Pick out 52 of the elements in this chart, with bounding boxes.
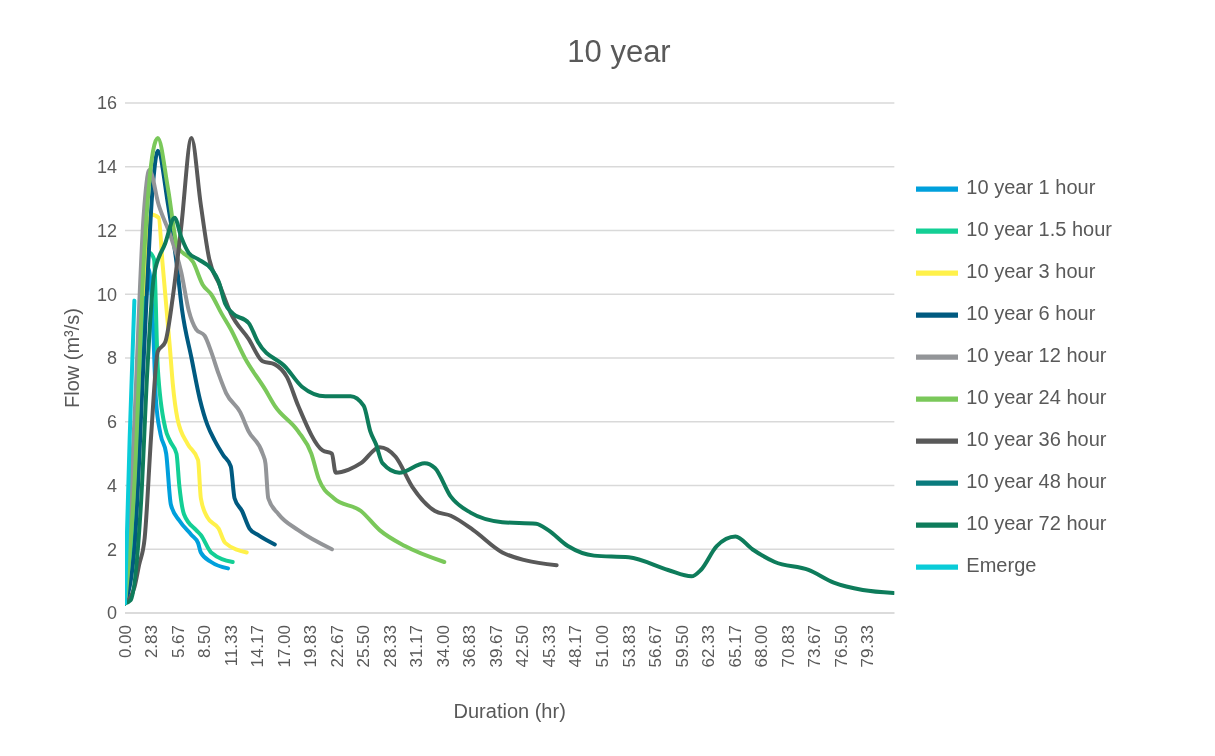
legend-label: 10 year 3 hour: [966, 260, 1096, 283]
legend-label: 10 year 1 hour: [966, 176, 1096, 199]
x-tick-label: 17.00: [274, 625, 294, 668]
x-tick-label: 11.33: [221, 625, 241, 667]
x-tick-label: 5.67: [168, 625, 188, 659]
x-tick-label: 2.83: [142, 625, 162, 659]
x-tick-label: 79.33: [858, 625, 878, 668]
y-tick-label: 8: [106, 348, 117, 369]
x-tick-label: 8.50: [195, 625, 215, 659]
x-tick-label: 34.00: [433, 625, 453, 668]
chart-title: 10 year: [566, 34, 672, 70]
y-tick-label: 0: [106, 603, 117, 624]
legend-label: 10 year 12 hour: [966, 344, 1107, 367]
x-tick-label: 14.17: [248, 625, 268, 668]
x-axis-title: Duration (hr): [453, 700, 566, 722]
y-tick-label: 14: [96, 157, 117, 178]
x-tick-label: 76.50: [831, 625, 851, 668]
x-tick-label: 53.83: [619, 625, 639, 668]
x-tick-label: 19.83: [301, 625, 321, 668]
y-tick-label: 6: [106, 412, 117, 433]
legend-label: 10 year 48 hour: [966, 470, 1107, 493]
x-tick-label: 62.33: [699, 625, 719, 668]
x-tick-label: 22.67: [327, 625, 347, 668]
y-tick-label: 12: [96, 220, 117, 241]
legend-label: 10 year 24 hour: [966, 386, 1107, 409]
legend-label: 10 year 36 hour: [966, 428, 1107, 451]
y-axis-title: Flow (m³/s): [61, 308, 84, 408]
x-tick-label: 56.67: [646, 625, 666, 668]
legend-label: 10 year 1.5 hour: [966, 218, 1112, 241]
y-tick-label: 10: [96, 284, 117, 305]
x-tick-label: 31.17: [407, 625, 427, 668]
x-tick-label: 51.00: [593, 625, 612, 668]
x-tick-label: 28.33: [380, 625, 400, 668]
x-tick-label: 65.17: [725, 625, 745, 668]
legend-label: 10 year 72 hour: [966, 512, 1107, 535]
x-tick-label: 0.00: [115, 625, 135, 659]
x-tick-label: 48.17: [566, 625, 586, 668]
x-tick-label: 68.00: [752, 625, 772, 668]
x-tick-label: 70.83: [778, 625, 798, 668]
x-tick-label: 36.83: [460, 625, 480, 668]
x-tick-label: 45.33: [539, 625, 559, 668]
line-series: [125, 215, 895, 606]
x-tick-label: 25.50: [354, 625, 374, 668]
y-tick-label: 16: [96, 93, 117, 114]
x-tick-label: 73.67: [805, 625, 825, 668]
x-tick-label: 42.50: [513, 625, 533, 668]
x-tick-label: 39.67: [486, 625, 506, 668]
legend-label: 10 year 6 hour: [966, 302, 1096, 325]
x-tick-label: 59.50: [672, 625, 692, 668]
y-tick-label: 2: [106, 539, 117, 560]
legend-label: Emerge: [966, 554, 1037, 577]
y-tick-label: 4: [106, 475, 117, 496]
